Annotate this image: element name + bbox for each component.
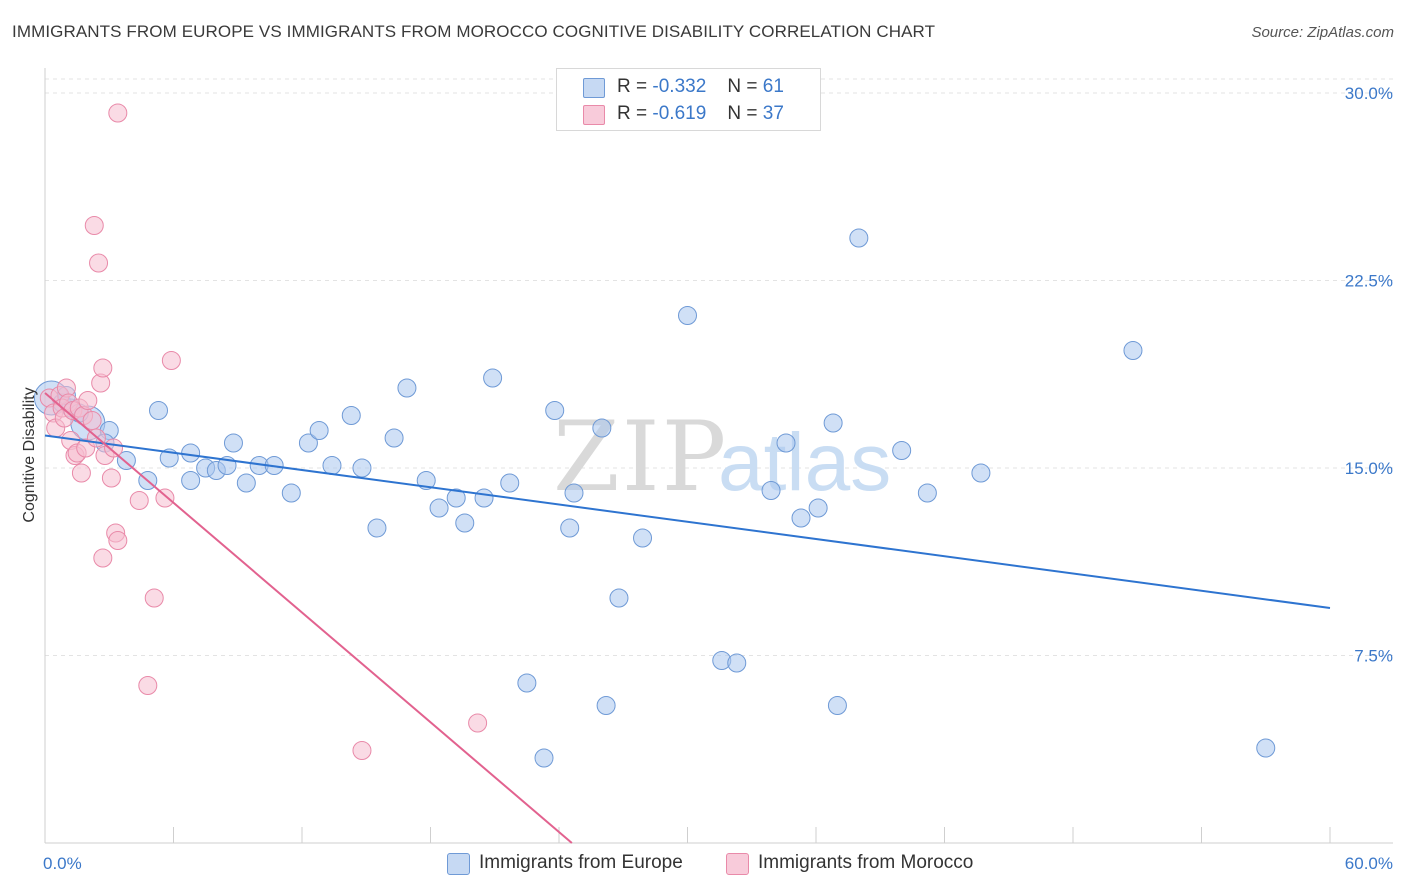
bottom-legend-swatch-morocco: [726, 853, 749, 875]
morocco-point: [108, 531, 128, 550]
morocco-point: [352, 741, 372, 760]
europe-point: [281, 483, 301, 503]
morocco-point: [144, 588, 164, 608]
europe-point: [971, 463, 991, 483]
legend-r-value-morocco: -0.619: [652, 103, 707, 124]
europe-point: [564, 483, 584, 503]
europe-point: [455, 513, 475, 533]
morocco-point: [93, 358, 113, 378]
legend-r-label: R =: [617, 76, 648, 97]
europe-point: [517, 673, 537, 693]
series-morocco-points: [39, 103, 488, 760]
europe-point: [236, 473, 256, 493]
europe-point: [827, 696, 847, 715]
europe-point: [181, 471, 201, 490]
europe-point: [223, 433, 243, 453]
europe-point: [429, 498, 449, 518]
europe-point: [917, 483, 937, 503]
morocco-point: [155, 488, 175, 508]
morocco-point: [84, 216, 104, 235]
morocco-point: [468, 713, 488, 733]
morocco-point: [138, 676, 158, 695]
europe-point: [592, 418, 612, 438]
legend-n-label: N =: [727, 103, 758, 124]
morocco-point: [93, 548, 113, 568]
europe-point: [678, 306, 697, 325]
europe-point: [500, 473, 520, 493]
europe-point: [534, 748, 554, 768]
europe-point: [560, 518, 580, 538]
europe-point: [298, 433, 318, 453]
morocco-point: [104, 438, 124, 458]
europe-point: [181, 443, 201, 463]
europe-point: [727, 653, 747, 673]
watermark: ZIP atlas: [553, 401, 891, 513]
europe-point: [446, 488, 466, 508]
morocco-point: [78, 391, 98, 410]
chart-title: IMMIGRANTS FROM EUROPE VS IMMIGRANTS FRO…: [12, 22, 936, 41]
legend-swatch-europe: [583, 78, 605, 98]
europe-point: [849, 228, 869, 248]
legend-r-value-europe: -0.332: [652, 76, 707, 97]
europe-point: [823, 413, 843, 433]
europe-point: [791, 508, 811, 528]
legend-swatch-morocco: [583, 105, 605, 125]
bottom-legend-label-morocco: Immigrants from Morocco: [758, 852, 974, 873]
x-tick-label: 0.0%: [43, 854, 82, 873]
europe-point: [397, 378, 417, 398]
europe-point: [633, 528, 653, 548]
gridlines: [45, 78, 1393, 656]
legend-n-label: N =: [727, 76, 758, 97]
legend-n-value-europe: 61: [762, 76, 784, 97]
y-tick-label: 30.0%: [1345, 84, 1393, 103]
y-tick-label: 22.5%: [1345, 272, 1393, 291]
europe-point: [892, 441, 912, 460]
source-credit: Source: ZipAtlas.com: [1251, 24, 1394, 41]
europe-point: [596, 696, 616, 715]
europe-point: [416, 471, 436, 490]
europe-point: [384, 428, 404, 448]
legend-n-value-morocco: 37: [762, 103, 784, 124]
europe-point: [761, 481, 781, 500]
morocco-point: [161, 351, 181, 370]
europe-point: [808, 498, 828, 518]
bottom-legend-label-europe: Immigrants from Europe: [479, 852, 683, 873]
correlation-legend: R = -0.332 N = 61 R = -0.619 N = 37: [556, 68, 821, 131]
trend-line-morocco: [44, 392, 573, 844]
tick-labels: 7.5% 15.0% 22.5% 30.0% 0.0% 60.0%: [43, 84, 1393, 873]
morocco-point: [108, 103, 128, 123]
y-tick-label: 15.0%: [1345, 459, 1393, 478]
europe-point: [309, 421, 329, 440]
y-tick-label: 7.5%: [1354, 647, 1393, 666]
x-tick-label: 60.0%: [1345, 854, 1393, 873]
morocco-point: [129, 491, 149, 510]
morocco-point: [71, 463, 91, 483]
europe-point: [483, 368, 503, 388]
europe-point: [1256, 738, 1276, 758]
y-axis-label: Cognitive Disability: [21, 387, 38, 522]
europe-point: [322, 456, 342, 475]
europe-point: [341, 406, 361, 425]
europe-point: [474, 488, 494, 508]
europe-point: [609, 588, 629, 608]
europe-point: [545, 401, 565, 420]
morocco-point: [89, 253, 109, 273]
europe-point: [116, 451, 136, 470]
morocco-point: [82, 411, 102, 430]
europe-point: [352, 458, 372, 478]
morocco-point: [101, 468, 121, 488]
europe-point: [367, 518, 387, 538]
legend-r-label: R =: [617, 103, 648, 124]
europe-point: [149, 401, 169, 420]
bottom-legend-swatch-europe: [447, 853, 470, 875]
watermark-atlas: atlas: [718, 417, 891, 508]
europe-point: [1123, 341, 1143, 360]
europe-point: [776, 433, 796, 453]
trend-line-europe: [44, 434, 1331, 609]
trend-lines: [44, 392, 1331, 844]
axes: [44, 68, 1393, 844]
